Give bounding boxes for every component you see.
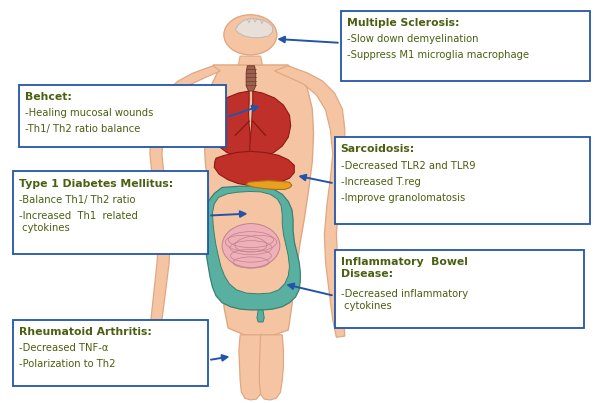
Polygon shape (212, 191, 289, 294)
Text: -Suppress M1 microglia macrophage: -Suppress M1 microglia macrophage (347, 50, 529, 60)
Polygon shape (257, 310, 264, 322)
Text: Multiple Sclerosis:: Multiple Sclerosis: (347, 18, 459, 28)
Text: -Improve granolomatosis: -Improve granolomatosis (341, 193, 465, 203)
Polygon shape (274, 66, 345, 337)
Polygon shape (204, 65, 314, 336)
Polygon shape (259, 335, 283, 400)
Polygon shape (235, 19, 273, 37)
Ellipse shape (224, 15, 277, 55)
Text: -Polarization to Th2: -Polarization to Th2 (19, 359, 115, 369)
Text: Rheumatoid Arthritis:: Rheumatoid Arthritis: (19, 327, 151, 337)
Text: Sarcoidosis:: Sarcoidosis: (341, 144, 415, 154)
Text: -Increased T.reg: -Increased T.reg (341, 177, 420, 187)
Text: Type 1 Diabetes Mellitus:: Type 1 Diabetes Mellitus: (19, 179, 173, 189)
Polygon shape (214, 151, 294, 185)
Polygon shape (238, 56, 262, 65)
Polygon shape (239, 335, 264, 400)
Text: -Decreased TLR2 and TLR9: -Decreased TLR2 and TLR9 (341, 160, 475, 170)
FancyBboxPatch shape (13, 320, 208, 386)
Text: -Increased  Th1  related
 cytokines: -Increased Th1 related cytokines (19, 211, 137, 233)
Polygon shape (210, 91, 251, 158)
FancyBboxPatch shape (335, 250, 584, 328)
FancyBboxPatch shape (19, 85, 226, 147)
Ellipse shape (222, 224, 280, 268)
Text: -Decreased inflammatory
 cytokines: -Decreased inflammatory cytokines (341, 289, 468, 312)
Polygon shape (204, 186, 300, 310)
Text: -Balance Th1/ Th2 ratio: -Balance Th1/ Th2 ratio (19, 195, 135, 205)
Text: -Decreased TNF-α: -Decreased TNF-α (19, 343, 108, 353)
Polygon shape (250, 91, 291, 158)
Text: -Th1/ Th2 ratio balance: -Th1/ Th2 ratio balance (25, 125, 140, 134)
Text: Inflammatory  Bowel
Disease:: Inflammatory Bowel Disease: (341, 257, 467, 279)
FancyBboxPatch shape (341, 11, 590, 81)
Polygon shape (150, 66, 220, 337)
Polygon shape (246, 181, 292, 189)
Text: Behcet:: Behcet: (25, 92, 72, 102)
Polygon shape (133, 340, 169, 381)
Text: -Slow down demyelination: -Slow down demyelination (347, 34, 478, 44)
FancyBboxPatch shape (13, 171, 208, 254)
Polygon shape (246, 66, 256, 91)
Text: -Healing mucosal wounds: -Healing mucosal wounds (25, 108, 153, 118)
FancyBboxPatch shape (335, 137, 590, 224)
